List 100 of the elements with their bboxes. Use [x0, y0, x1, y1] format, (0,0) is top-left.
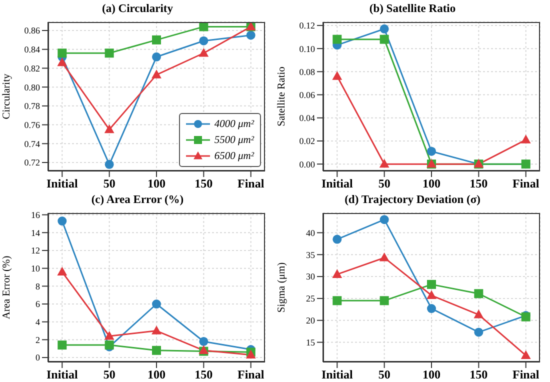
x-tick-label: 50 — [103, 176, 116, 191]
point — [520, 134, 531, 144]
point — [474, 309, 484, 318]
point — [380, 24, 389, 34]
y-tick-label: 0.82 — [24, 63, 40, 74]
chart-title: (a) Circularity — [100, 2, 174, 17]
point — [199, 36, 208, 46]
y-tick-label: 0.06 — [299, 90, 316, 100]
point — [379, 158, 390, 168]
y-tick-label: 0.80 — [24, 82, 40, 92]
x-tick-label: 50 — [378, 176, 390, 191]
x-tick-label: 150 — [194, 368, 213, 382]
point — [246, 30, 256, 40]
x-tick-label: Final — [512, 368, 540, 382]
point — [152, 35, 161, 44]
point — [332, 71, 342, 80]
point — [332, 34, 342, 44]
y-tick-label: 0.10 — [299, 44, 316, 54]
point — [199, 336, 208, 346]
point — [57, 266, 68, 276]
y-tick-label: 0.08 — [299, 66, 316, 77]
point — [520, 350, 531, 360]
chart-title: (c) Area Error (%) — [90, 193, 185, 208]
y-tick-label: 2 — [36, 334, 40, 345]
point — [152, 300, 161, 309]
y-tick-label: 15 — [306, 337, 316, 348]
point — [380, 215, 389, 224]
y-tick-label: 30 — [306, 272, 316, 282]
y-tick-label: 0.86 — [24, 26, 40, 36]
y-tick-label: 0 — [36, 352, 40, 363]
point — [104, 330, 114, 340]
point — [104, 48, 114, 58]
y-tick-label: 0.76 — [24, 120, 40, 130]
point — [104, 124, 114, 134]
x-tick-label: 100 — [422, 176, 440, 191]
point — [426, 290, 436, 299]
y-tick-label: 10 — [31, 264, 40, 274]
point — [58, 216, 67, 226]
point — [104, 160, 114, 169]
point — [152, 346, 161, 355]
point — [427, 304, 436, 314]
point — [379, 252, 390, 262]
point — [152, 52, 161, 62]
point — [58, 340, 67, 350]
y-tick-label: 0.02 — [299, 136, 315, 146]
y-tick-label: 40 — [306, 228, 316, 238]
x-tick-label: 150 — [194, 176, 213, 191]
point — [332, 269, 342, 278]
y-tick-label: 16 — [31, 210, 40, 220]
x-tick-label: 100 — [148, 368, 166, 382]
y-axis-title: Area Error (%) — [2, 255, 13, 320]
x-tick-label: Initial — [46, 176, 78, 191]
x-tick-label: Initial — [321, 176, 354, 191]
y-tick-label: 0.12 — [299, 20, 315, 31]
legend-label: 5500 μm² — [214, 134, 254, 146]
x-tick-label: 100 — [422, 368, 440, 382]
y-tick-label: 0.04 — [299, 113, 316, 124]
point — [332, 296, 342, 306]
point — [474, 289, 484, 298]
point — [152, 326, 162, 334]
y-tick-label: 20 — [306, 316, 316, 326]
point — [58, 48, 67, 58]
y-tick-label: 0.72 — [24, 158, 40, 168]
chart-title: (b) Satellite Ratio — [368, 2, 457, 17]
x-tick-label: Final — [512, 176, 540, 191]
point — [380, 296, 389, 306]
y-tick-label: 0.74 — [24, 138, 40, 149]
point — [198, 48, 209, 57]
y-tick-label: 35 — [306, 250, 316, 260]
y-tick-label: 8 — [36, 281, 40, 292]
point — [474, 328, 484, 337]
x-tick-label: Initial — [321, 368, 354, 382]
x-tick-label: Final — [238, 176, 265, 191]
point — [427, 280, 436, 289]
point — [152, 70, 162, 78]
y-axis-title: Circularity — [2, 73, 13, 120]
point — [332, 234, 342, 244]
chart-title: (d) Trajectory Deviation (σ) — [344, 193, 482, 208]
y-tick-label: 14 — [31, 228, 40, 238]
y-axis-title: Satellite Ratio — [276, 66, 288, 126]
legend-label: 6500 μm² — [214, 150, 254, 162]
x-tick-label: 100 — [148, 176, 166, 191]
x-tick-label: 150 — [470, 176, 488, 191]
x-tick-label: 150 — [470, 368, 488, 382]
y-tick-label: 0.78 — [24, 101, 40, 112]
y-tick-label: 25 — [306, 294, 316, 304]
y-tick-label: 4 — [36, 317, 40, 328]
x-tick-label: Initial — [46, 368, 78, 382]
legend-label: 4000 μm² — [214, 118, 254, 130]
y-tick-label: 0.84 — [24, 44, 40, 55]
x-tick-label: 50 — [103, 368, 116, 382]
y-axis-title: Sigma (μm) — [276, 262, 288, 313]
x-tick-label: Final — [238, 368, 265, 382]
y-tick-label: 0.00 — [299, 159, 316, 170]
y-tick-label: 12 — [31, 246, 40, 256]
point — [57, 57, 68, 66]
x-tick-label: 50 — [378, 368, 390, 382]
point — [427, 146, 436, 156]
point — [380, 34, 389, 44]
y-tick-label: 6 — [36, 299, 40, 310]
